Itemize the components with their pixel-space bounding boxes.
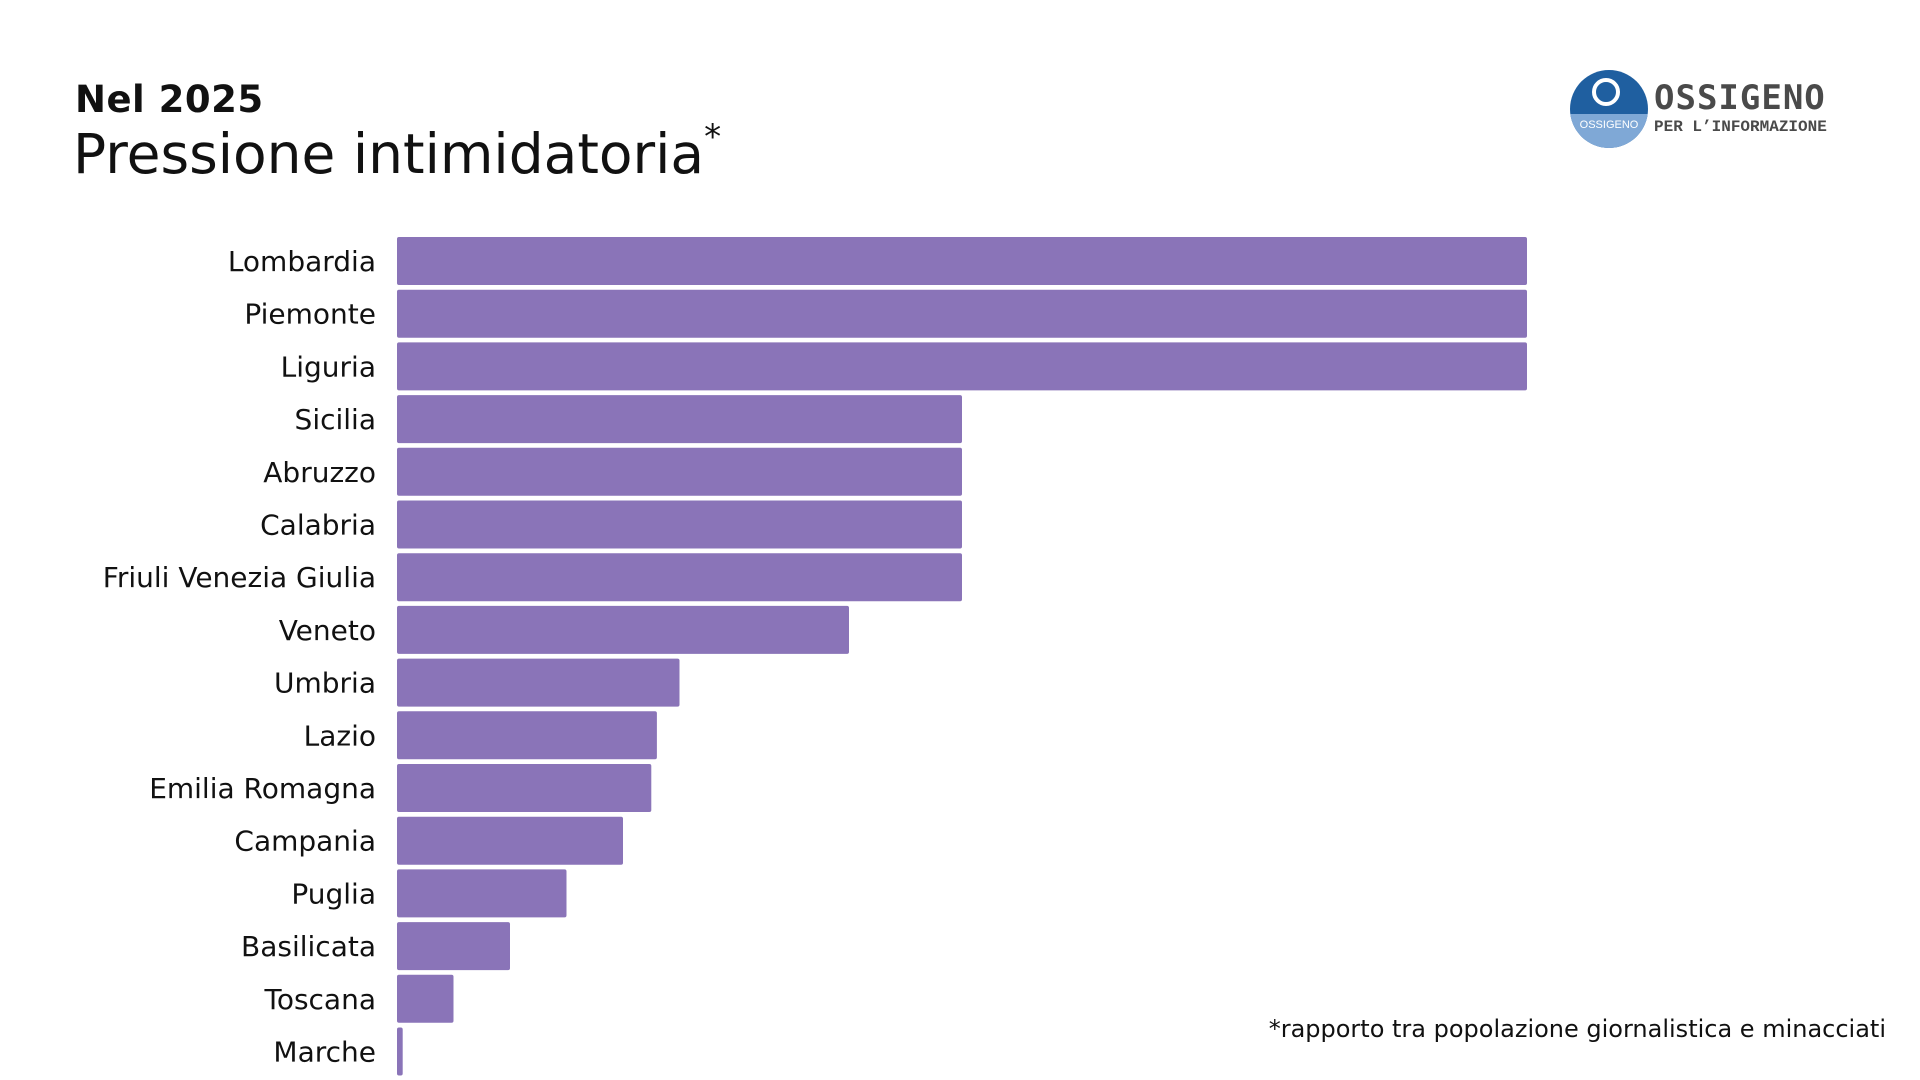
- chart-title: Pressione intimidatoria*: [73, 117, 721, 186]
- bar-basilicata: [397, 922, 510, 971]
- bar-lazio: [397, 711, 657, 760]
- category-label-campania: Campania: [234, 825, 376, 858]
- bar-liguria: [397, 342, 1527, 391]
- bar-campania: [397, 816, 623, 865]
- category-label-abruzzo: Abruzzo: [263, 456, 376, 489]
- bar-piemonte: [397, 289, 1527, 338]
- bar-marche: [397, 1027, 403, 1076]
- category-label-basilicata: Basilicata: [241, 930, 376, 963]
- category-label-sicilia: Sicilia: [295, 403, 376, 436]
- category-label-lombardia: Lombardia: [228, 245, 376, 278]
- bar-lombardia: [397, 237, 1527, 285]
- chart-title-text: Pressione intimidatoria: [73, 122, 705, 186]
- bar-umbria: [397, 658, 680, 707]
- category-label-marche: Marche: [273, 1036, 376, 1069]
- category-label-liguria: Liguria: [281, 350, 376, 383]
- bar-emilia-romagna: [397, 764, 652, 812]
- logo-badge-icon: OSSIGENO: [1570, 70, 1648, 148]
- footnote: *rapporto tra popolazione giornalistica …: [1268, 1015, 1886, 1043]
- category-label-friuli-venezia-giulia: Friuli Venezia Giulia: [103, 561, 376, 594]
- category-label-piemonte: Piemonte: [244, 298, 376, 331]
- category-label-lazio: Lazio: [304, 719, 376, 752]
- bar-sicilia: [397, 395, 962, 444]
- logo-badge-text: OSSIGENO: [1580, 119, 1639, 131]
- bar-puglia: [397, 869, 567, 918]
- category-label-puglia: Puglia: [291, 877, 376, 910]
- logo-name: OSSIGENO: [1654, 78, 1826, 118]
- bar-veneto: [397, 605, 849, 654]
- category-label-toscana: Toscana: [263, 983, 376, 1016]
- category-label-veneto: Veneto: [279, 614, 376, 647]
- bar-friuli-venezia-giulia: [397, 553, 962, 602]
- chart-subtitle: Nel 2025: [75, 78, 264, 121]
- category-label-umbria: Umbria: [274, 667, 376, 700]
- ossigeno-logo: OSSIGENO OSSIGENO PER L’INFORMAZIONE: [1568, 68, 1868, 150]
- category-label-calabria: Calabria: [260, 509, 376, 542]
- bar-abruzzo: [397, 447, 962, 496]
- category-label-emilia-romagna: Emilia Romagna: [149, 772, 376, 805]
- title-footnote-marker: *: [704, 116, 722, 157]
- logo-tagline: PER L’INFORMAZIONE: [1654, 118, 1827, 136]
- bar-calabria: [397, 500, 962, 549]
- bar-toscana: [397, 974, 454, 1023]
